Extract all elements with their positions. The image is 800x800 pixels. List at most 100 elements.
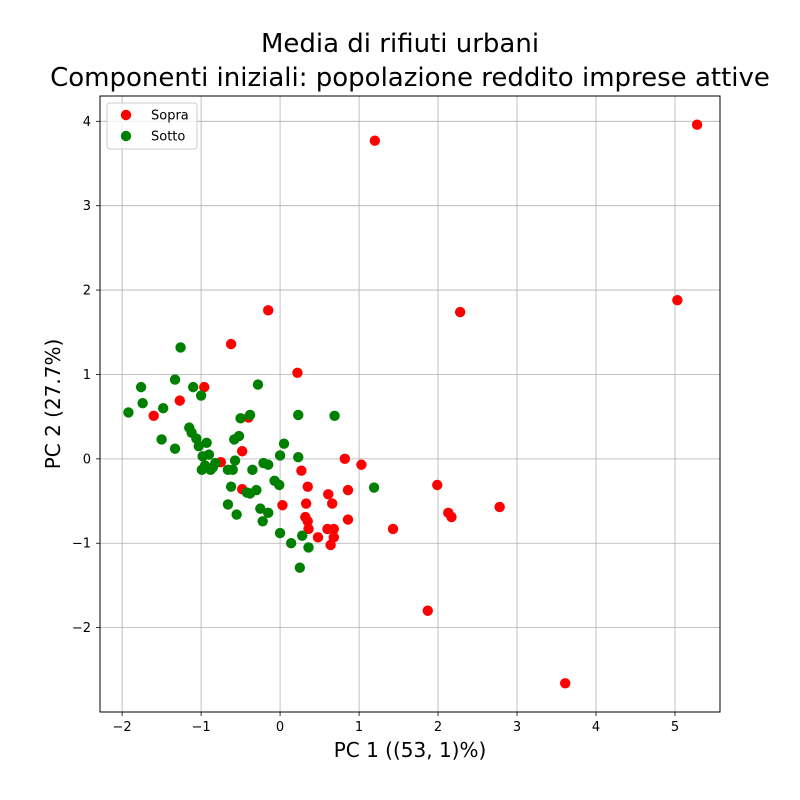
point-sopra: [312, 532, 324, 543]
point-sopra: [691, 119, 703, 130]
legend-label-sopra: Sopra: [151, 109, 189, 124]
legend-marker-sotto: [120, 130, 132, 142]
point-sotto: [293, 451, 304, 463]
point-sopra: [446, 511, 457, 523]
point-sopra: [300, 498, 312, 509]
point-sopra: [369, 135, 381, 146]
point-sopra: [672, 295, 683, 306]
point-sotto: [296, 530, 308, 541]
x-tick-label: 1: [355, 720, 363, 735]
point-sopra: [174, 395, 185, 406]
point-sopra: [387, 523, 399, 535]
point-sopra: [342, 514, 354, 525]
point-sotto: [225, 481, 237, 492]
point-sotto: [257, 516, 268, 527]
point-sopra: [303, 523, 314, 535]
point-sotto: [255, 503, 266, 514]
point-sopra: [225, 338, 237, 350]
point-sopra: [327, 498, 338, 509]
point-sotto: [196, 464, 208, 476]
point-sotto: [368, 482, 380, 493]
point-sopra: [356, 459, 367, 470]
point-sopra: [302, 516, 313, 527]
point-sotto: [293, 409, 304, 421]
point-sopra: [236, 446, 248, 457]
x-tick-label: 5: [671, 720, 679, 735]
point-sotto: [156, 434, 167, 445]
point-sotto: [294, 562, 306, 573]
point-sotto: [244, 488, 256, 499]
point-sotto: [229, 455, 241, 466]
plot-frame: [99, 95, 721, 713]
series-sopra: [148, 119, 703, 689]
y-tick-label: 1: [83, 368, 91, 383]
point-sopra: [422, 605, 433, 616]
point-sotto: [201, 437, 212, 449]
x-tick-label: 4: [592, 720, 600, 735]
point-sotto: [252, 379, 264, 390]
data-points: [123, 119, 703, 689]
point-sotto: [278, 438, 290, 449]
series-sotto: [123, 342, 380, 573]
point-sotto: [175, 342, 186, 353]
x-tick-label: 3: [513, 720, 521, 735]
y-tick-label: −1: [72, 537, 91, 552]
point-sotto: [157, 403, 169, 414]
x-tick-label: −2: [113, 720, 132, 735]
point-sopra: [328, 523, 339, 535]
point-sotto: [187, 381, 199, 393]
point-sopra: [339, 453, 351, 465]
chart-subtitle: Componenti iniziali: popolazione reddito…: [50, 63, 770, 93]
y-tick-label: 4: [83, 115, 91, 130]
point-sopra: [454, 306, 466, 318]
point-sotto: [169, 374, 181, 385]
point-sotto: [247, 464, 258, 476]
point-sotto: [233, 430, 245, 442]
point-sotto: [244, 409, 256, 421]
point-sotto: [207, 462, 219, 473]
y-tick-label: 2: [83, 284, 91, 299]
y-tick-label: −2: [72, 621, 91, 636]
legend-label-sotto: Sotto: [151, 130, 185, 145]
grid: [100, 96, 720, 712]
point-sotto: [123, 407, 134, 418]
point-sotto: [193, 440, 204, 452]
point-sopra: [302, 481, 313, 492]
point-sotto: [227, 464, 238, 476]
chart-title: Media di rifiuti urbani: [260, 29, 540, 59]
x-tick-label: 2: [434, 720, 442, 735]
point-sopra: [559, 678, 571, 689]
x-tick-label: −1: [192, 720, 211, 735]
legend: Sopra Sotto: [106, 102, 198, 150]
point-sotto: [135, 381, 147, 393]
point-sotto: [169, 443, 181, 454]
point-sopra: [323, 489, 334, 500]
y-tick-label: 0: [83, 452, 91, 467]
point-sotto: [137, 397, 148, 409]
axis-ticks: −2 −1 0 1 2 3 4 5 −2 −1 0 1 2 3 4: [72, 115, 679, 735]
point-sotto: [274, 479, 285, 491]
point-sotto: [274, 450, 286, 461]
point-sotto: [235, 413, 246, 424]
point-sopra: [325, 539, 336, 551]
x-tick-label: 0: [276, 720, 284, 735]
point-sopra: [296, 465, 307, 476]
point-sopra: [494, 501, 505, 513]
point-sotto: [263, 507, 274, 519]
x-axis-label: PC 1 ((53, 1)%): [334, 738, 487, 762]
point-sopra: [342, 484, 354, 496]
point-sopra: [292, 367, 303, 378]
point-sotto: [203, 449, 215, 460]
point-sotto: [285, 538, 297, 549]
point-sopra: [263, 305, 274, 316]
point-sotto: [231, 509, 242, 520]
point-sopra: [148, 410, 159, 422]
point-sotto: [303, 542, 314, 553]
point-sotto: [274, 527, 286, 539]
point-sopra: [432, 479, 443, 491]
point-sopra: [199, 381, 210, 393]
point-sotto: [329, 410, 340, 422]
y-axis-label: PC 2 (27.7%): [41, 339, 65, 470]
legend-marker-sopra: [120, 109, 132, 121]
